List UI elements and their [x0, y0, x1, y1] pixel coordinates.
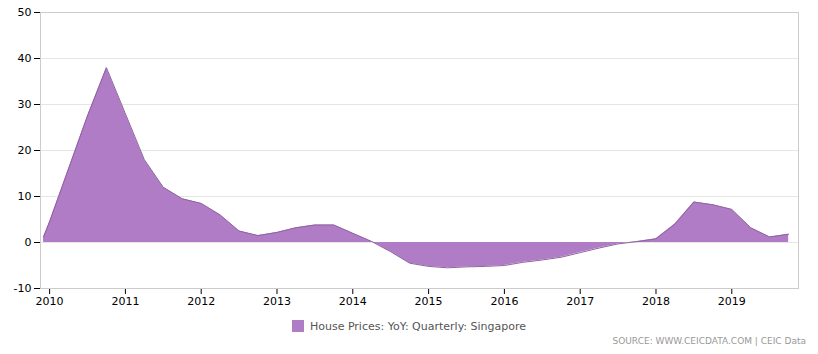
- html-text:SOURCE: WWW.CEICDATA.COM | CEI: SOURCE: WWW.CEICDATA.COM | CEIC Data: [612, 336, 806, 346]
- svg-text:2015: 2015: [415, 295, 443, 308]
- svg-text:2011: 2011: [111, 295, 139, 308]
- svg-text:2019: 2019: [718, 295, 746, 308]
- svg-text:2017: 2017: [566, 295, 594, 308]
- svg-text:2013: 2013: [263, 295, 291, 308]
- html-text:House Prices: YoY: Quarterly:: House Prices: YoY: Quarterly: Singapore: [309, 319, 527, 333]
- svg-text:10: 10: [18, 190, 32, 203]
- svg-text:2010: 2010: [36, 295, 64, 308]
- svg-text:0: 0: [25, 236, 32, 249]
- svg-text:20: 20: [18, 144, 32, 157]
- svg-text:2018: 2018: [642, 295, 670, 308]
- svg-text:2012: 2012: [187, 295, 215, 308]
- svg-text:2014: 2014: [339, 295, 367, 308]
- svg-text:50: 50: [18, 6, 32, 19]
- svg-text:-10: -10: [14, 282, 32, 295]
- svg-text:30: 30: [18, 98, 32, 111]
- svg-text:2016: 2016: [490, 295, 518, 308]
- svg-text:40: 40: [18, 52, 32, 65]
